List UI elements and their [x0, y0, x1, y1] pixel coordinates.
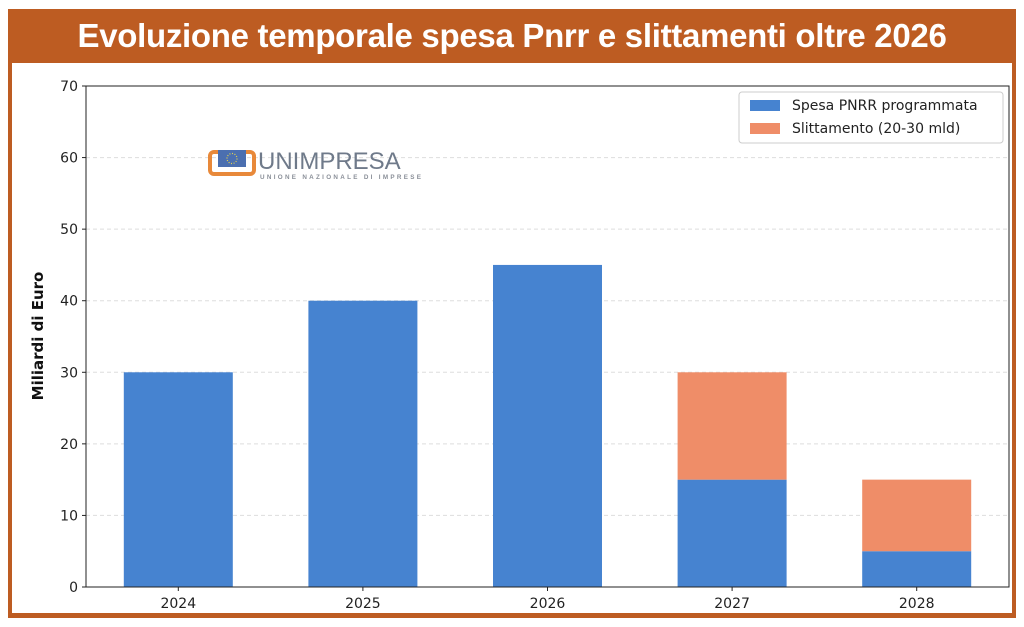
y-tick-label: 0 — [69, 580, 78, 596]
y-tick-label: 50 — [60, 222, 78, 238]
bar-programmed — [862, 551, 972, 587]
logo-subtitle: UNIONE NAZIONALE DI IMPRESE — [260, 174, 423, 181]
y-tick-label: 20 — [60, 437, 78, 453]
bar-programmed — [493, 264, 602, 587]
y-axis: 0 10 20 30 40 50 60 70 — [60, 79, 86, 596]
bars — [123, 264, 972, 587]
legend-box — [738, 91, 1004, 144]
legend: Spesa PNRR programmata Slittamento (20-3… — [738, 91, 1004, 144]
x-tick-label: 2025 — [345, 596, 381, 612]
bar-slippage — [677, 372, 787, 480]
y-tick-label: 10 — [60, 508, 78, 524]
legend-swatch-slippage — [750, 123, 780, 134]
chart-frame: Evoluzione temporale spesa Pnrr e slitta… — [8, 9, 1016, 618]
unimpresa-logo: UNIMPRESA UNIONE NAZIONALE DI IMPRESE — [208, 148, 423, 181]
y-tick-label: 40 — [60, 294, 78, 310]
eu-flag-icon — [218, 150, 246, 167]
bar-chart: UNIMPRESA UNIONE NAZIONALE DI IMPRESE 0 1… — [29, 79, 1010, 612]
bar-programmed — [123, 372, 233, 587]
chart-panel: UNIMPRESA UNIONE NAZIONALE DI IMPRESE 0 1… — [12, 63, 1012, 613]
eu-stars-icon — [226, 152, 238, 165]
legend-label-slippage: Slittamento (20-30 mld) — [792, 121, 960, 137]
legend-swatch-programmed — [750, 100, 780, 111]
chart-title: Evoluzione temporale spesa Pnrr e slitta… — [77, 17, 947, 54]
y-tick-label: 60 — [60, 151, 78, 167]
y-tick-label: 30 — [60, 365, 78, 381]
legend-label-programmed: Spesa PNRR programmata — [792, 98, 978, 114]
bar-programmed — [308, 300, 418, 587]
x-tick-label: 2026 — [530, 596, 566, 612]
y-tick-label: 70 — [60, 79, 78, 95]
bar-slippage — [862, 479, 972, 552]
bar-programmed — [677, 479, 787, 587]
y-axis-label: Miliardi di Euro — [29, 272, 47, 401]
x-tick-label: 2027 — [714, 596, 750, 612]
x-tick-label: 2028 — [899, 596, 935, 612]
logo-name: UNIMPRESA — [258, 148, 401, 175]
x-axis: 2024 2025 2026 2027 2028 — [160, 587, 935, 612]
x-tick-label: 2024 — [160, 596, 196, 612]
